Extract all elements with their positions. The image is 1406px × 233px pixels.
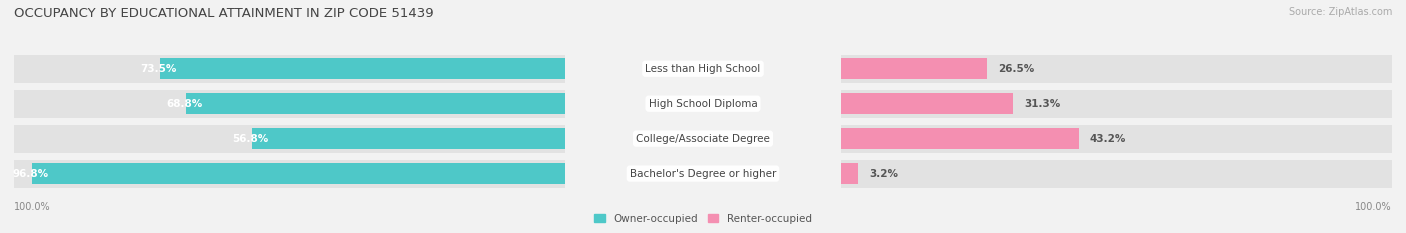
Text: Source: ZipAtlas.com: Source: ZipAtlas.com [1288,7,1392,17]
Bar [841,163,859,184]
Bar [32,163,565,184]
Text: 43.2%: 43.2% [1090,134,1126,144]
Text: 96.8%: 96.8% [13,169,48,178]
Bar [841,58,987,79]
Bar [841,93,1014,114]
Text: College/Associate Degree: College/Associate Degree [636,134,770,144]
Bar [841,55,1392,83]
Bar [841,125,1392,153]
Bar [14,125,565,153]
Bar [14,90,565,118]
Text: OCCUPANCY BY EDUCATIONAL ATTAINMENT IN ZIP CODE 51439: OCCUPANCY BY EDUCATIONAL ATTAINMENT IN Z… [14,7,433,20]
Text: Bachelor's Degree or higher: Bachelor's Degree or higher [630,169,776,178]
Text: Less than High School: Less than High School [645,64,761,74]
Bar [14,160,565,188]
Legend: Owner-occupied, Renter-occupied: Owner-occupied, Renter-occupied [591,209,815,228]
Bar [841,90,1392,118]
Text: 100.0%: 100.0% [1355,202,1392,212]
Text: 31.3%: 31.3% [1025,99,1060,109]
Bar [160,58,565,79]
Text: 73.5%: 73.5% [141,64,177,74]
Bar [14,55,565,83]
Bar [841,160,1392,188]
Text: 56.8%: 56.8% [232,134,269,144]
Bar [841,128,1078,149]
Text: 100.0%: 100.0% [14,202,51,212]
Text: 68.8%: 68.8% [166,99,202,109]
Text: 26.5%: 26.5% [998,64,1035,74]
Bar [252,128,565,149]
Text: High School Diploma: High School Diploma [648,99,758,109]
Text: 3.2%: 3.2% [869,169,898,178]
Bar [186,93,565,114]
